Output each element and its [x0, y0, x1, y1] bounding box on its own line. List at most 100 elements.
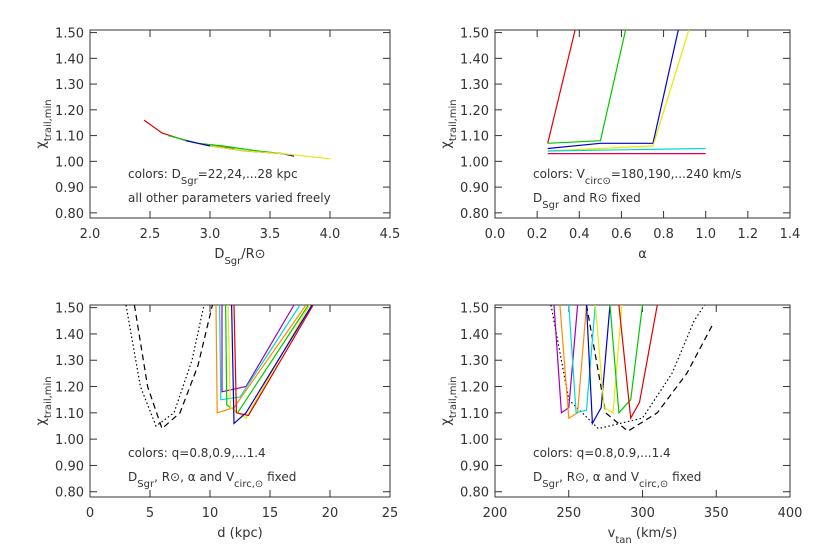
annotation-part: D [128, 470, 137, 484]
data-line [594, 305, 623, 414]
y-tick-label: 1.00 [460, 155, 489, 170]
y-tick-label: 0.80 [460, 486, 489, 501]
y-axis-label: χtrail,min [34, 376, 54, 425]
annotation-part: D [533, 191, 542, 205]
x-tick-label: 0.4 [569, 227, 590, 242]
plot-frame [89, 29, 391, 219]
x-tick-label: 2.5 [140, 227, 161, 242]
annotation-part: Sgr [542, 479, 560, 490]
panel: 200 250 300 350 400 0.80 0.90 1.00 1.10 1.20 1.30 1… [439, 302, 802, 546]
data-line [143, 119, 235, 150]
annotation: DSgr, R⊙, α and Vcirc,⊙ fixed [128, 470, 296, 490]
y-tick-label: 1.20 [460, 104, 489, 119]
annotation: colors: q=0.8,0.9,...1.4 [128, 446, 266, 460]
annotation-part: =180,190,...240 km/s [611, 167, 742, 181]
x-axis-label-part: d (kpc) [217, 526, 262, 541]
x-tick-label: 0.0 [485, 227, 506, 242]
x-tick-label: 1.2 [738, 227, 759, 242]
y-tick-label: 1.20 [55, 381, 84, 396]
annotation: colors: Vcirc⊙=180,190,...240 km/s [533, 167, 742, 187]
x-tick-label: 15 [262, 506, 279, 521]
data-line [225, 305, 309, 414]
y-tick-label: 0.90 [460, 181, 489, 196]
x-tick-label: 0 [86, 506, 94, 521]
y-tick-label: 1.40 [55, 52, 84, 67]
x-axis-label: DSgr/R⊙ [214, 247, 265, 267]
x-axis-label-part: (km/s) [632, 526, 678, 541]
annotation-part: circ,⊙ [639, 479, 668, 490]
annotation-part: , R⊙, α and V [559, 470, 640, 484]
y-tick-label: 1.20 [55, 104, 84, 119]
data-line [547, 30, 627, 144]
y-tick-label: 0.80 [460, 207, 489, 222]
y-tick-label: 1.00 [55, 433, 84, 448]
x-tick-label: 0.2 [527, 227, 548, 242]
x-tick-label: 4.5 [380, 227, 401, 242]
annotation-part: colors: q=0.8,0.9,...1.4 [533, 446, 671, 460]
y-tick-label: 1.30 [55, 78, 84, 93]
y-tick-label: 0.90 [55, 459, 84, 474]
annotation: DSgr and R⊙ fixed [533, 191, 641, 211]
annotation: colors: DSgr=22,24,...28 kpc [128, 167, 298, 187]
data-line [585, 305, 714, 432]
y-axis-label-part: trail,min [43, 376, 54, 418]
data-line [568, 305, 596, 414]
annotation-part: circ,⊙ [234, 479, 263, 490]
y-axis-label-part: trail,min [43, 99, 54, 141]
plot-frame [494, 29, 791, 219]
annotation-part: Sgr [137, 479, 155, 490]
plot-data [125, 305, 314, 430]
data-line [233, 305, 314, 417]
y-tick-label: 1.30 [460, 354, 489, 369]
x-tick-label: 3.5 [260, 227, 281, 242]
annotation-part: fixed [263, 470, 296, 484]
annotation-part: Sgr [542, 200, 560, 211]
data-line [547, 30, 679, 150]
x-axis-label-part: /R⊙ [241, 247, 265, 262]
x-tick-label: 1.4 [780, 227, 801, 242]
y-tick-label: 1.30 [460, 78, 489, 93]
annotation-part: circ⊙ [585, 176, 611, 187]
annotation-part: colors: q=0.8,0.9,...1.4 [128, 446, 266, 460]
annotation-part: D [533, 470, 542, 484]
y-axis-label-part: trail,min [448, 376, 459, 418]
x-axis-label-part: tan [615, 535, 631, 546]
y-tick-label: 1.40 [460, 52, 489, 67]
x-axis-label-part: α [638, 247, 647, 262]
y-tick-label: 1.40 [55, 328, 84, 343]
data-line [221, 305, 295, 393]
data-line [609, 305, 644, 415]
y-tick-label: 0.80 [55, 207, 84, 222]
data-line [215, 305, 307, 414]
x-axis-label-part: v [608, 526, 616, 541]
y-tick-label: 1.20 [460, 381, 489, 396]
x-tick-label: 2.0 [80, 227, 101, 242]
y-axis-label-part: χ [439, 418, 454, 426]
y-tick-label: 1.10 [55, 407, 84, 422]
x-tick-label: 0.8 [653, 227, 674, 242]
data-line [133, 305, 213, 430]
y-tick-label: 1.30 [55, 354, 84, 369]
annotation-part: colors: V [533, 167, 586, 181]
y-tick-label: 1.10 [55, 130, 84, 145]
y-axis-label-part: χ [439, 141, 454, 149]
y-axis-label-part: χ [34, 418, 49, 426]
plot-data [550, 305, 714, 432]
y-axis-label-part: χ [34, 141, 49, 149]
y-tick-label: 1.40 [460, 328, 489, 343]
x-tick-label: 1.0 [695, 227, 716, 242]
y-tick-label: 1.50 [55, 302, 84, 317]
data-line [553, 305, 579, 414]
y-tick-label: 1.50 [55, 27, 84, 42]
annotation: colors: q=0.8,0.9,...1.4 [533, 446, 671, 460]
y-tick-label: 1.00 [55, 155, 84, 170]
data-line [209, 145, 331, 160]
x-tick-label: 5 [146, 506, 154, 521]
annotation-part: and R⊙ fixed [559, 191, 641, 205]
x-axis-label: vtan (km/s) [608, 526, 678, 546]
data-line [618, 305, 658, 421]
x-tick-label: 200 [483, 506, 508, 521]
plot-data [547, 30, 706, 155]
x-axis-label-part: D [214, 247, 224, 262]
y-axis-label-part: trail,min [448, 99, 459, 141]
